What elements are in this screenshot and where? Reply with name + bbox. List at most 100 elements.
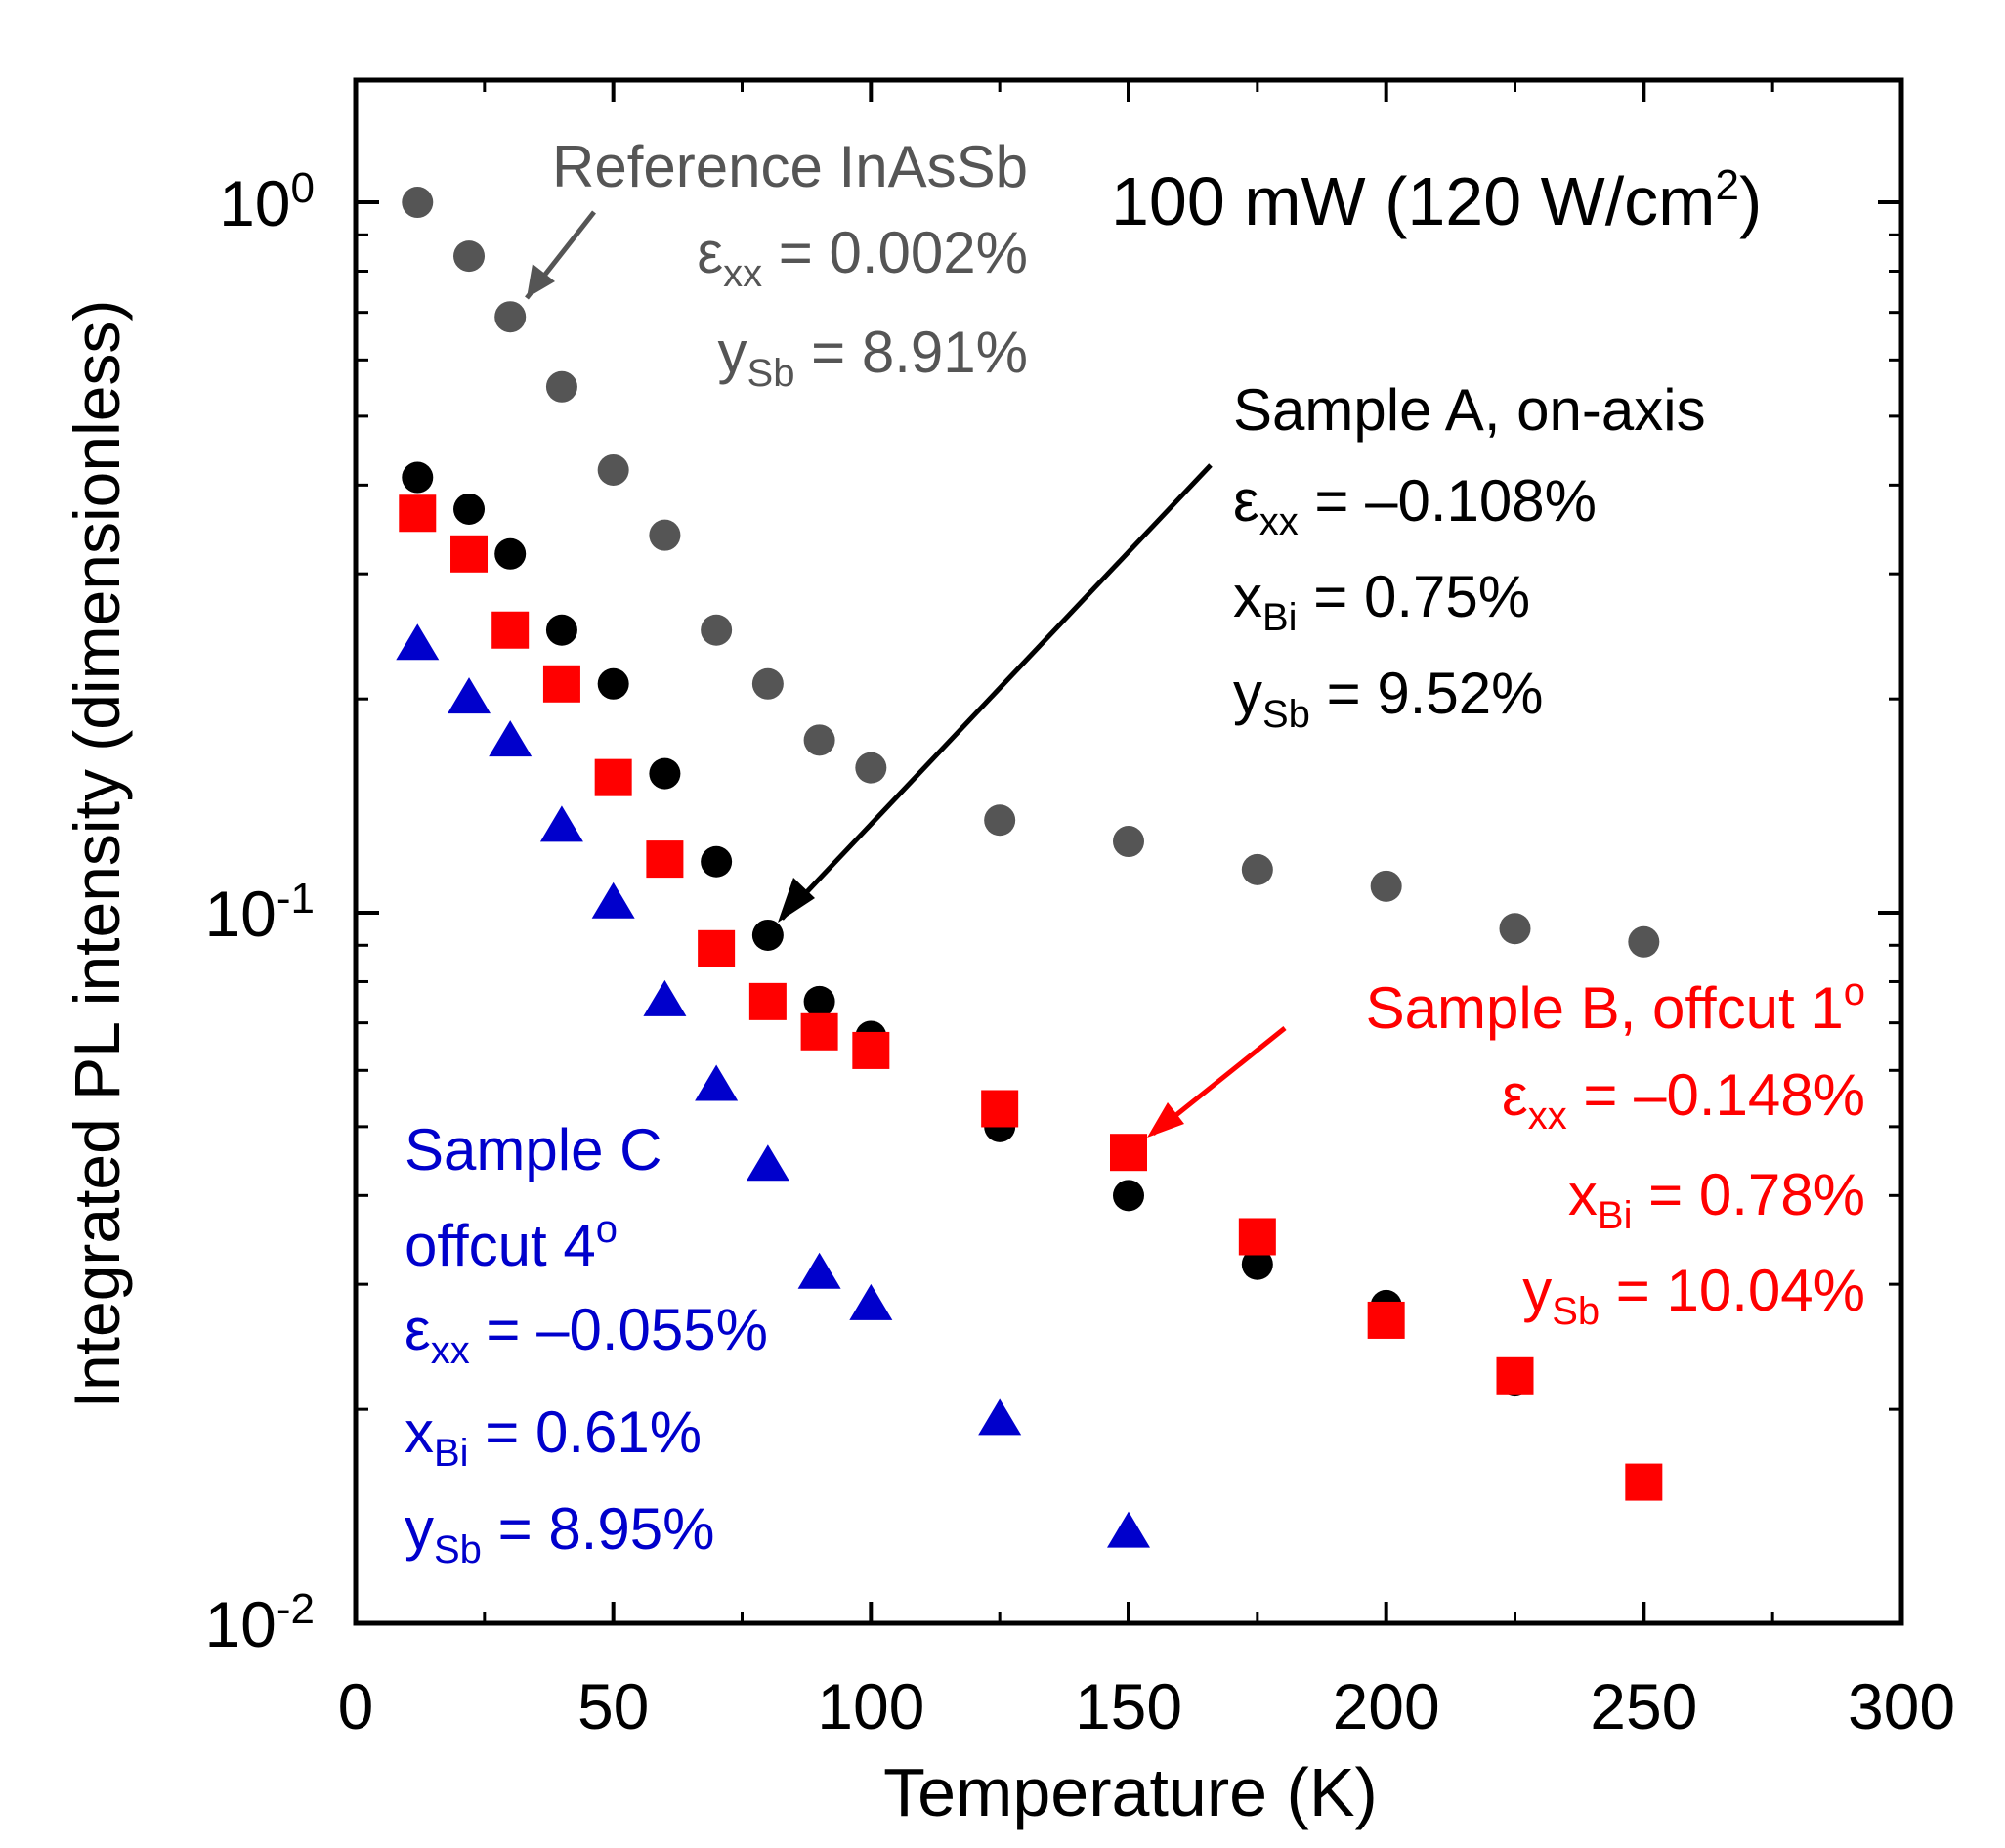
data-point xyxy=(491,611,530,649)
data-point xyxy=(1625,1463,1663,1501)
y-axis-label: Integrated PL intensity (dimensionless) xyxy=(61,300,133,1409)
data-point xyxy=(1110,1134,1147,1172)
sample-b-title: Sample B, offcut 1o xyxy=(1366,970,1865,1041)
data-point xyxy=(1107,1511,1150,1548)
x-tick-label: 0 xyxy=(338,1670,374,1742)
data-point xyxy=(539,805,583,842)
data-point xyxy=(399,494,437,533)
data-point xyxy=(450,535,489,573)
data-point xyxy=(800,1012,838,1051)
sample-b-bi: xBi = 0.78% xyxy=(1568,1162,1865,1237)
data-point xyxy=(981,1090,1019,1128)
axis-ticks: 0 50 100 150 200 250 300 100 10-1 10-2 xyxy=(204,80,1955,1742)
sample-a-annotation: Sample A, on-axis εxx = –0.108% xBi = 0.… xyxy=(778,377,1706,923)
y-tick-label: 10-1 xyxy=(204,875,315,950)
data-point xyxy=(448,677,491,714)
series-2 xyxy=(399,494,1663,1501)
x-tick-label: 300 xyxy=(1848,1670,1955,1742)
data-point xyxy=(797,1252,841,1289)
data-point xyxy=(1113,826,1144,858)
series-1 xyxy=(402,461,1531,1397)
sample-b-annotation: Sample B, offcut 1o εxx = –0.148% xBi = … xyxy=(1147,970,1865,1333)
data-point xyxy=(494,301,527,333)
data-point xyxy=(701,614,733,646)
reference-title: Reference InAsSb xyxy=(552,134,1028,199)
y-tick-label: 10-2 xyxy=(204,1585,315,1660)
sample-b-sb: ySb = 10.04% xyxy=(1522,1258,1865,1333)
reference-sb: ySb = 8.91% xyxy=(718,320,1028,395)
data-point xyxy=(1238,1218,1276,1256)
x-tick-label: 200 xyxy=(1333,1670,1440,1742)
plot-frame xyxy=(353,77,1904,1626)
data-point xyxy=(402,461,434,494)
data-point xyxy=(643,979,687,1016)
sample-b-strain: εxx = –0.148% xyxy=(1502,1062,1865,1138)
data-point xyxy=(396,623,440,661)
data-point xyxy=(646,840,684,879)
sample-a-arrowhead xyxy=(778,878,815,923)
data-point xyxy=(489,720,533,757)
data-point xyxy=(591,881,635,919)
data-point xyxy=(402,187,434,219)
sample-a-sb: ySb = 9.52% xyxy=(1233,661,1543,736)
data-point xyxy=(1241,1248,1273,1280)
data-point xyxy=(542,665,580,703)
data-point xyxy=(803,985,835,1017)
data-point xyxy=(1113,1180,1144,1212)
power-label: 100 mW (120 W/cm2) xyxy=(1111,161,1762,239)
data-point xyxy=(453,240,486,273)
data-point xyxy=(649,519,681,551)
x-tick-label: 250 xyxy=(1590,1670,1697,1742)
data-point xyxy=(1496,1356,1534,1395)
sample-c-sb: ySb = 8.95% xyxy=(405,1496,714,1571)
data-point xyxy=(597,667,629,700)
sample-c-title: Sample C xyxy=(405,1117,661,1182)
data-point xyxy=(852,1031,890,1069)
sample-a-bi: xBi = 0.75% xyxy=(1233,564,1530,639)
sample-c-strain: εxx = –0.055% xyxy=(405,1297,768,1372)
data-point xyxy=(751,667,784,700)
reference-annotation: Reference InAsSb εxx = 0.002% ySb = 8.91… xyxy=(525,134,1028,395)
data-point xyxy=(748,982,787,1020)
data-points xyxy=(396,187,1663,1548)
data-point xyxy=(695,1064,739,1101)
series-3 xyxy=(396,623,1150,1548)
x-tick-label: 100 xyxy=(817,1670,924,1742)
data-point xyxy=(746,1144,789,1182)
y-tick-label: 100 xyxy=(219,164,315,239)
x-tick-label: 150 xyxy=(1075,1670,1182,1742)
series-0 xyxy=(402,187,1660,958)
sample-a-title: Sample A, on-axis xyxy=(1233,377,1706,443)
sample-a-arrow xyxy=(780,463,1213,921)
sample-c-annotation: Sample C offcut 4o εxx = –0.055% xBi = 0… xyxy=(405,1117,768,1571)
sample-b-arrowhead xyxy=(1147,1102,1184,1138)
sample-c-bi: xBi = 0.61% xyxy=(405,1399,702,1475)
data-point xyxy=(1628,925,1660,958)
reference-arrowhead xyxy=(527,264,555,298)
data-point xyxy=(649,757,681,790)
sample-c-offcut: offcut 4o xyxy=(405,1208,618,1278)
data-point xyxy=(453,493,486,525)
reference-strain: εxx = 0.002% xyxy=(697,220,1028,295)
data-point xyxy=(803,724,835,756)
sample-a-strain: εxx = –0.108% xyxy=(1233,468,1597,543)
data-point xyxy=(1367,1301,1405,1339)
data-point xyxy=(751,919,784,951)
data-point xyxy=(597,453,629,486)
data-point xyxy=(698,929,736,967)
data-point xyxy=(1370,870,1402,902)
data-point xyxy=(545,370,577,403)
data-point xyxy=(545,614,577,646)
data-point xyxy=(855,752,887,784)
data-point xyxy=(494,537,527,570)
data-point xyxy=(849,1283,893,1320)
data-point xyxy=(701,845,733,878)
x-axis-label: Temperature (K) xyxy=(883,1754,1378,1830)
data-point xyxy=(1241,853,1273,885)
data-point xyxy=(1499,913,1531,945)
x-tick-label: 50 xyxy=(577,1670,649,1742)
data-point xyxy=(984,804,1016,837)
data-point xyxy=(978,1398,1022,1436)
data-point xyxy=(594,758,632,796)
